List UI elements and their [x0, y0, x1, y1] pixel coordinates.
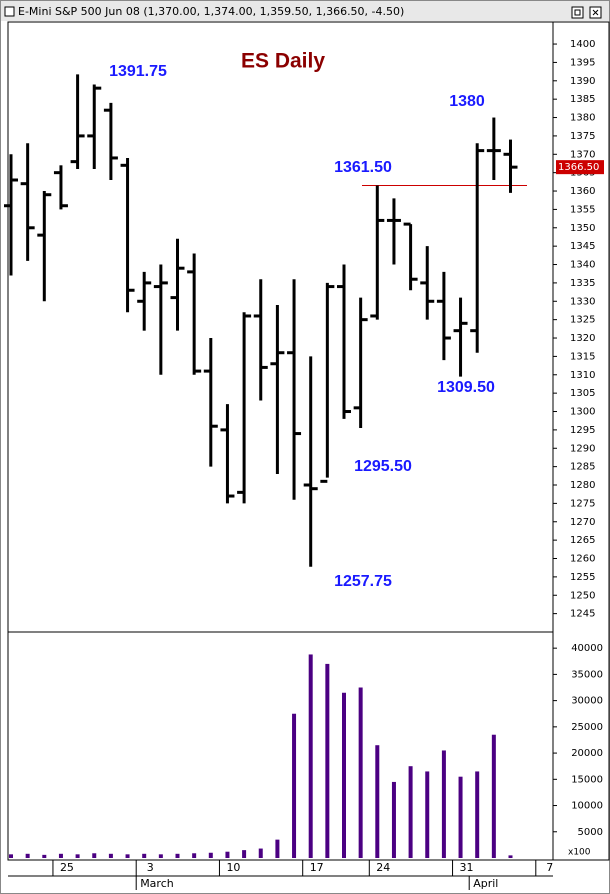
- maximize-button[interactable]: [571, 6, 584, 19]
- y-tick-label: 1320: [570, 333, 595, 344]
- y-tick-label: 20000: [571, 748, 603, 759]
- volume-bar: [358, 687, 363, 858]
- volume-bar: [92, 853, 97, 858]
- y-tick-label: 1355: [570, 204, 595, 215]
- y-tick-label: 1340: [570, 260, 595, 271]
- y-tick-label: 1390: [570, 76, 595, 87]
- volume-bar: [58, 853, 63, 858]
- volume-bar: [142, 853, 147, 858]
- y-tick-label: 1265: [570, 535, 595, 546]
- volume-bar: [325, 663, 330, 858]
- volume-bar: [158, 854, 163, 858]
- volume-bar: [391, 781, 396, 858]
- volume-bar: [425, 771, 430, 858]
- y-tick-label: 1285: [570, 462, 595, 473]
- annotation: 1391.75: [109, 63, 167, 80]
- volume-bar: [9, 854, 13, 858]
- volume-bar: [408, 766, 413, 858]
- volume-bar: [175, 853, 180, 858]
- volume-bar: [342, 692, 346, 858]
- y-tick-label: 1400: [570, 39, 595, 50]
- y-tick-label: 40000: [571, 643, 603, 654]
- header-bar: [1, 1, 609, 21]
- annotation: 1361.50: [334, 159, 392, 176]
- volume-bar: [441, 750, 446, 858]
- y-tick-label: 1305: [570, 388, 595, 399]
- y-tick-label: 15000: [571, 774, 603, 785]
- volume-bar: [308, 654, 313, 858]
- x-tick-label: 24: [376, 861, 390, 874]
- close-icon: [592, 9, 599, 16]
- volume-bar: [475, 771, 480, 858]
- volume-bar: [108, 853, 113, 858]
- y-tick-label: 1350: [570, 223, 595, 234]
- last-price-label: 1366.50: [558, 162, 599, 173]
- y-tick-label: 1345: [570, 241, 595, 252]
- month-label: March: [140, 877, 174, 890]
- volume-bar: [292, 713, 297, 858]
- y-tick-label: 1275: [570, 498, 595, 509]
- y-tick-label: 1300: [570, 407, 595, 418]
- header-title: E-Mini S&P 500 Jun 08 (1,370.00, 1,374.0…: [18, 5, 404, 18]
- annotation: 1309.50: [437, 379, 495, 396]
- volume-bar: [458, 776, 463, 858]
- volume-bar: [208, 852, 213, 858]
- volume-bar: [242, 850, 247, 858]
- y-tick-label: 1385: [570, 94, 595, 105]
- axis-panel: [552, 21, 610, 861]
- y-tick-label: 25000: [571, 722, 603, 733]
- volume-bar: [491, 734, 496, 858]
- x-tick-label: 3: [147, 861, 154, 874]
- y-tick-label: 1395: [570, 57, 595, 68]
- y-tick-label: 1330: [570, 296, 595, 307]
- y-tick-label: 1380: [570, 113, 595, 124]
- volume-bar: [508, 855, 513, 858]
- y-tick-label: 1255: [570, 572, 595, 583]
- y-tick-label: 1295: [570, 425, 595, 436]
- x-tick-label: 10: [226, 861, 240, 874]
- annotation: 1257.75: [334, 573, 392, 590]
- y-tick-label: 10000: [571, 801, 603, 812]
- x-tick-label: 7: [546, 861, 553, 874]
- annotation: 1380: [449, 93, 485, 110]
- x-tick-label: 31: [460, 861, 474, 874]
- y-tick-label: 1260: [570, 554, 595, 565]
- y-tick-label: 1335: [570, 278, 595, 289]
- volume-bar: [25, 853, 30, 858]
- y-tick-label: 30000: [571, 696, 603, 707]
- last-price-box: [556, 160, 604, 175]
- y-tick-label: 1270: [570, 517, 595, 528]
- volume-bar: [258, 848, 263, 858]
- y-tick-label: 1325: [570, 315, 595, 326]
- y-tick-label: 5000: [578, 827, 603, 838]
- chart-title: ES Daily: [241, 50, 325, 73]
- y-tick-label: 1245: [570, 609, 595, 620]
- y-tick-label: 1290: [570, 443, 595, 454]
- annotation: 1295.50: [354, 458, 412, 475]
- volume-bar: [192, 853, 197, 858]
- y-tick-label: 1250: [570, 590, 595, 601]
- y-tick-label: 1310: [570, 370, 595, 381]
- volume-bar: [275, 839, 280, 858]
- volume-unit: x100: [568, 848, 591, 858]
- x-tick-label: 17: [310, 861, 324, 874]
- y-tick-label: 1370: [570, 149, 595, 160]
- volume-bar: [125, 854, 130, 858]
- y-tick-label: 1375: [570, 131, 595, 142]
- volume-bar: [225, 851, 230, 858]
- x-tick-label: 25: [60, 861, 74, 874]
- y-tick-label: 35000: [571, 669, 603, 680]
- volume-bar: [75, 854, 80, 858]
- y-tick-label: 1360: [570, 186, 595, 197]
- window-icon: [4, 6, 15, 17]
- volume-bar: [42, 854, 47, 858]
- y-tick-label: 1315: [570, 351, 595, 362]
- maximize-icon: [574, 9, 581, 16]
- y-tick-label: 1280: [570, 480, 595, 491]
- month-label: April: [473, 877, 498, 890]
- volume-bar: [375, 745, 380, 858]
